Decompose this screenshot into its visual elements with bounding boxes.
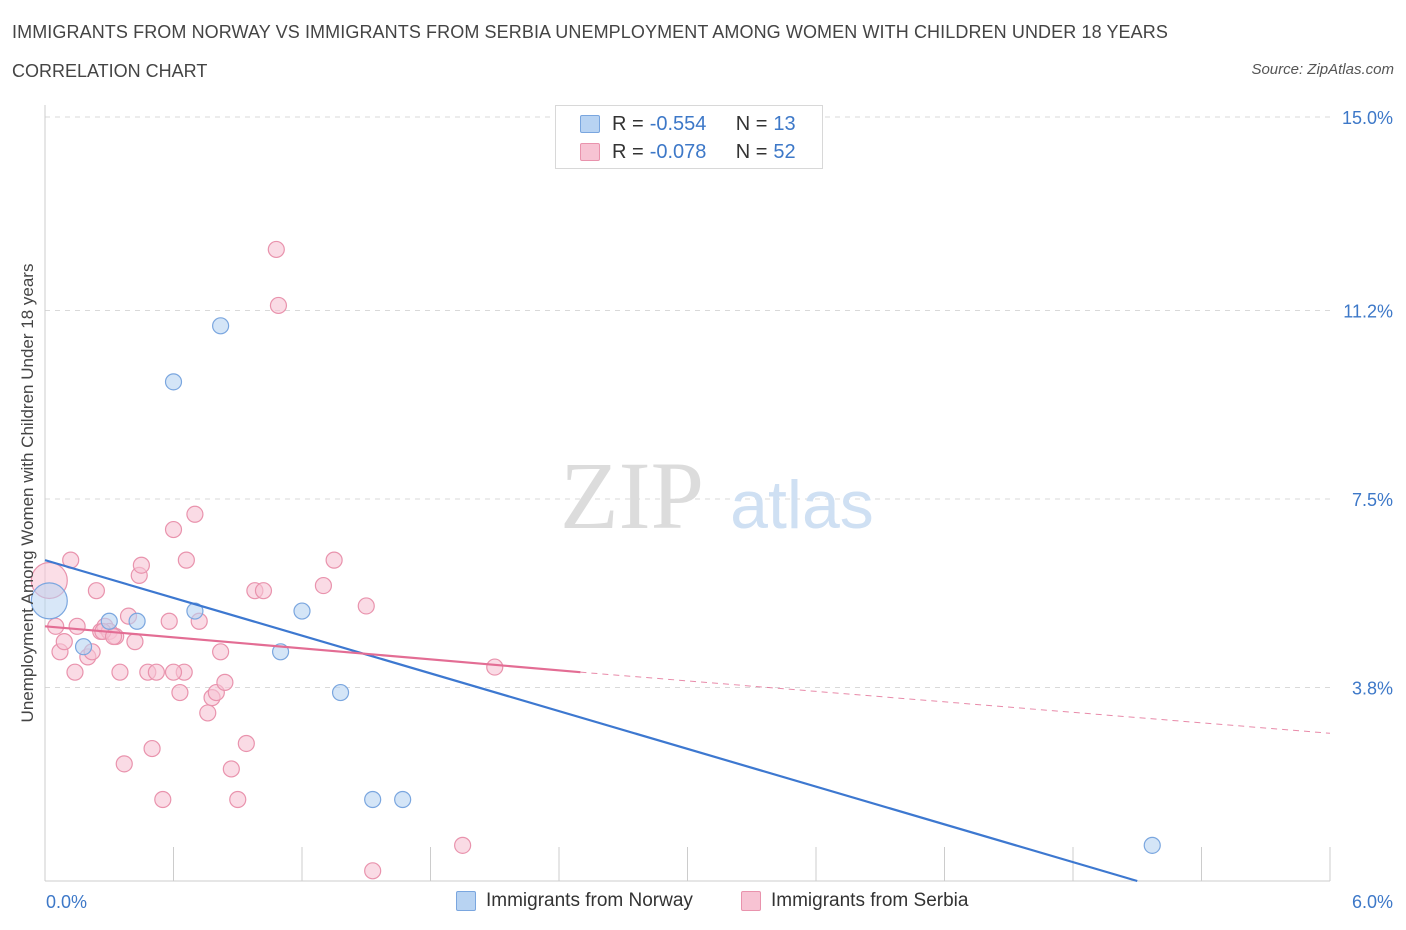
serbia-point	[229, 790, 247, 809]
chart-subtitle: CORRELATION CHART	[12, 61, 208, 81]
serbia-point	[212, 643, 230, 661]
serbia-point	[66, 663, 84, 681]
serbia-trend-extrapolation	[580, 671, 1331, 734]
legend-r-label: R =	[612, 140, 644, 163]
y-axis-label: Unemployment Among Women with Children U…	[18, 263, 37, 723]
serbia-point	[115, 755, 133, 773]
serbia-point	[164, 520, 183, 539]
y-tick-labels: 3.8% 7.5% 11.2% 15.0%	[1342, 108, 1393, 698]
y-tick-label: 7.5%	[1352, 490, 1393, 510]
serbia-point	[186, 505, 204, 523]
serbia-point	[254, 582, 273, 600]
norway-point	[364, 790, 382, 809]
serbia-point	[216, 673, 234, 691]
norway-point	[1143, 836, 1161, 854]
watermark: ZIP atlas	[560, 442, 874, 549]
y-tick-label: 15.0%	[1342, 108, 1393, 128]
norway-point	[293, 602, 311, 620]
serbia-point	[177, 551, 195, 569]
legend-row-norway: R = -0.554 N = 13	[580, 112, 796, 136]
serbia-trend-line	[44, 625, 581, 674]
x-tick-labels: 0.0% 6.0%	[46, 892, 1393, 912]
serbia-point	[237, 734, 255, 753]
serbia-point	[267, 240, 285, 259]
source-label: Source: ZipAtlas.com	[1251, 61, 1394, 78]
norway-point	[30, 582, 68, 620]
data-points	[30, 240, 1161, 880]
serbia-point	[160, 612, 178, 630]
serbia-point	[364, 862, 382, 880]
x-tick-label: 6.0%	[1352, 892, 1393, 912]
norway-point	[394, 790, 412, 809]
serbia-point	[269, 296, 288, 315]
serbia-point	[314, 576, 333, 595]
norway-point	[100, 612, 118, 630]
serbia-point	[486, 658, 504, 676]
norway-point	[74, 638, 93, 656]
serbia-point	[222, 760, 240, 778]
serbia-point	[164, 663, 183, 681]
serbia-point	[325, 551, 343, 569]
norway-swatch	[456, 891, 476, 911]
serbia-point	[454, 836, 472, 854]
legend-label-norway: Immigrants from Norway	[486, 890, 693, 911]
legend-r-value: -0.078	[649, 140, 707, 163]
y-tick-label: 11.2%	[1343, 302, 1393, 322]
legend-r-value: -0.554	[649, 112, 707, 135]
axes	[44, 105, 1331, 882]
norway-point	[212, 317, 230, 335]
serbia-point	[357, 597, 375, 615]
x-tick-label: 0.0%	[46, 892, 87, 912]
serbia-point	[126, 633, 144, 651]
serbia-swatch	[741, 891, 761, 911]
serbia-point	[87, 582, 106, 600]
chart-title: IMMIGRANTS FROM NORWAY VS IMMIGRANTS FRO…	[12, 22, 1168, 42]
legend-item-norway[interactable]: Immigrants from Norway	[456, 890, 693, 912]
grid-lines	[45, 116, 1330, 688]
correlation-legend: R = -0.554 N = 13 R = -0.078 N = 52	[555, 105, 823, 169]
series-legend: Immigrants from Norway Immigrants from S…	[0, 890, 1406, 914]
legend-row-serbia: R = -0.078 N = 52	[580, 140, 796, 164]
legend-n-value: 13	[773, 112, 796, 135]
norway-point	[164, 373, 183, 391]
serbia-point	[132, 556, 150, 574]
legend-n-value: 52	[773, 140, 796, 163]
norway-point	[128, 612, 146, 630]
serbia-point	[55, 633, 73, 651]
serbia-point	[147, 663, 165, 681]
serbia-point	[199, 704, 217, 722]
legend-n-label: N =	[735, 140, 768, 163]
serbia-point	[171, 683, 189, 702]
legend-item-serbia[interactable]: Immigrants from Serbia	[741, 890, 968, 912]
legend-n-label: N =	[735, 112, 768, 135]
watermark-atlas: atlas	[730, 467, 874, 543]
serbia-swatch	[580, 143, 600, 161]
y-tick-label: 3.8%	[1352, 678, 1393, 698]
serbia-point	[68, 617, 86, 635]
trend-lines	[44, 559, 1331, 883]
serbia-point	[143, 739, 161, 758]
norway-trend-line	[44, 559, 1138, 883]
norway-swatch	[580, 115, 600, 133]
legend-label-serbia: Immigrants from Serbia	[771, 890, 969, 911]
legend-r-label: R =	[612, 112, 644, 135]
watermark-zip: ZIP	[560, 442, 704, 549]
serbia-point	[111, 663, 129, 681]
serbia-point	[154, 790, 172, 809]
norway-point	[331, 683, 350, 702]
